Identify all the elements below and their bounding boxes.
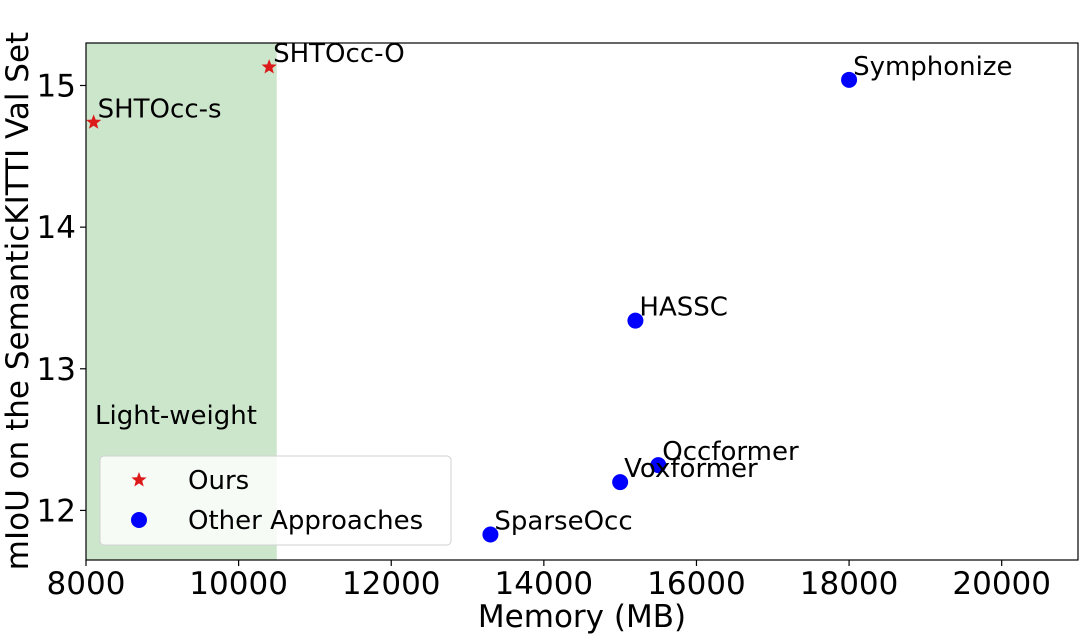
y-tick-label: 13 xyxy=(37,352,76,388)
data-point-star xyxy=(261,59,277,74)
legend-entry-label: Ours xyxy=(188,466,249,496)
light-weight-label: Light-weight xyxy=(95,401,257,431)
x-tick-label: 8000 xyxy=(47,566,126,602)
y-tick-label: 12 xyxy=(37,493,76,529)
data-point-label: SHTOcc-s xyxy=(98,94,222,124)
data-point-label: SHTOcc-O xyxy=(273,39,405,69)
legend-circle-marker xyxy=(131,512,147,528)
y-axis: 12 13 14 15 xyxy=(37,68,86,529)
data-point-circle xyxy=(612,474,629,491)
legend-star-marker xyxy=(131,472,147,487)
legend-box xyxy=(99,455,452,546)
data-point-label: HASSC xyxy=(639,293,728,323)
x-axis: 8000 10000 12000 14000 16000 18000 20000 xyxy=(47,560,1051,602)
x-tick-label: 12000 xyxy=(342,566,441,602)
data-point-label: Symphonize xyxy=(853,52,1012,82)
y-tick-label: 14 xyxy=(37,210,76,246)
data-point-circle xyxy=(627,312,644,329)
x-tick-label: 20000 xyxy=(952,566,1051,602)
plot-frame xyxy=(85,42,1079,561)
x-tick-label: 18000 xyxy=(800,566,899,602)
x-tick-label: 10000 xyxy=(189,566,288,602)
x-axis-title: Memory (MB) xyxy=(478,599,686,634)
data-point-circle xyxy=(841,71,858,88)
legend-entry-label: Other Approaches xyxy=(188,506,423,536)
data-point-circle xyxy=(650,457,667,474)
data-point-circle xyxy=(482,526,499,543)
data-point-label: Occformer xyxy=(662,437,799,467)
legend: Ours Other Approaches xyxy=(99,455,452,546)
x-tick-label: 14000 xyxy=(495,566,594,602)
data-point-label: Voxformer xyxy=(624,454,758,484)
x-tick-label: 16000 xyxy=(647,566,746,602)
data-point-label: SparseOcc xyxy=(494,507,632,537)
y-tick-label: 15 xyxy=(37,68,76,104)
y-axis-title: mIoU on the SemanticKITTI Val Set xyxy=(0,32,36,570)
data-point-star xyxy=(86,114,102,129)
